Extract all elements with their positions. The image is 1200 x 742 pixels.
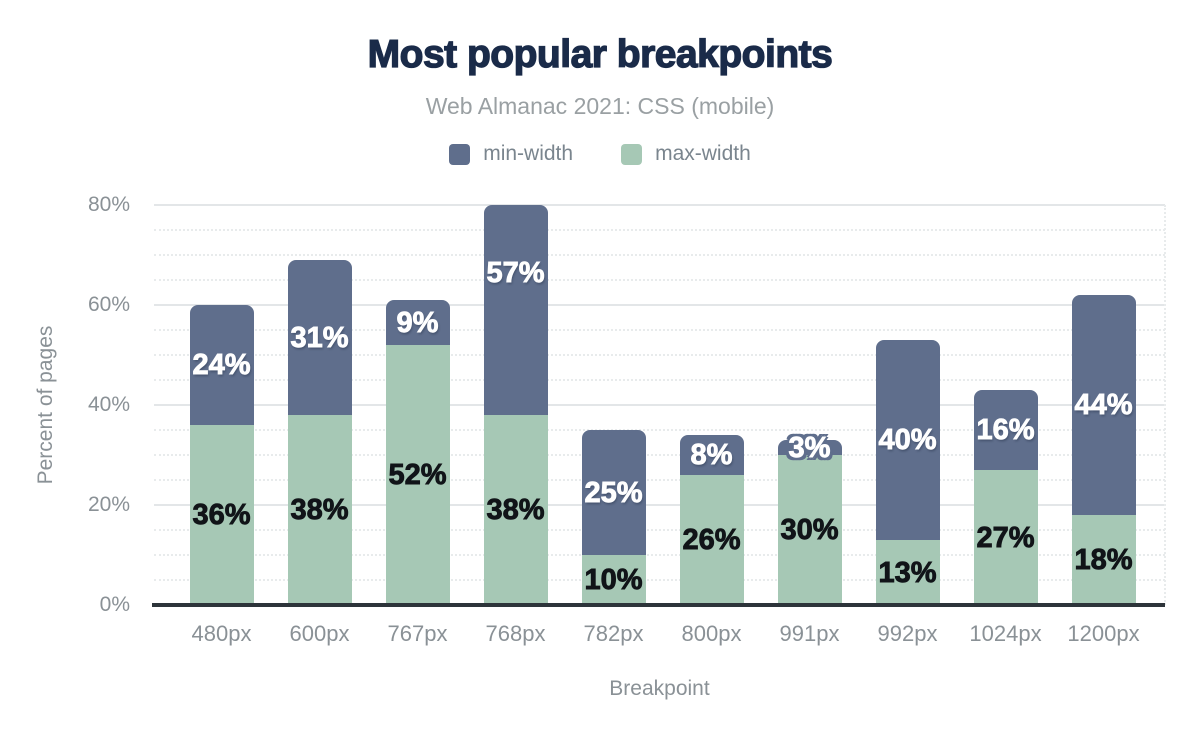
bar-segment-max-width-768px[interactable] [483,415,548,607]
gridline-major [154,504,1165,506]
gridline-major [154,204,1165,206]
x-tick-label-782px: 782px [583,621,644,646]
gridline-major [154,404,1165,406]
plot-right-boundary [1164,205,1166,605]
bar-group-991px [777,205,842,607]
y-tick-label: 60% [87,293,130,316]
x-tick-label-600px: 600px [289,621,350,646]
gridline-minor [154,579,1165,581]
bar-segment-min-width-782px[interactable] [581,430,646,555]
x-tick-label-480px: 480px [191,621,252,646]
bar-segment-max-width-1200px[interactable] [1071,515,1136,607]
bar-segment-min-width-1200px[interactable] [1071,295,1136,515]
gridline-minor [154,329,1165,331]
bar-segment-min-width-767px[interactable] [385,300,450,345]
gridline-minor [154,279,1165,281]
x-tick-label-992px: 992px [877,621,938,646]
bar-segment-min-width-800px[interactable] [679,435,744,475]
bar-segment-min-width-991px[interactable] [777,440,842,455]
legend-label-min-width: min-width [483,142,574,165]
x-tick-label-767px: 767px [387,621,448,646]
bar-segment-max-width-991px[interactable] [777,455,842,607]
x-tick-label-800px: 800px [681,621,742,646]
bar-segment-max-width-480px[interactable] [189,425,254,607]
bar-group-1200px [1071,205,1136,607]
x-tick-label-991px: 991px [779,621,840,646]
bar-segment-min-width-600px[interactable] [287,260,352,415]
x-tick-label-768px: 768px [485,621,546,646]
gridline-minor [154,529,1165,531]
x-axis-title: Breakpoint [609,677,710,700]
bar-group-992px [875,205,940,607]
y-tick-label: 80% [87,193,130,216]
bar-group-800px [679,205,744,607]
bar-segment-max-width-600px[interactable] [287,415,352,607]
legend-label-max-width: max-width [655,142,751,165]
gridline-minor [154,479,1165,481]
bar-group-768px [483,205,548,607]
y-tick-label: 20% [87,493,130,516]
bar-segment-max-width-992px[interactable] [875,540,940,607]
bar-segment-min-width-480px[interactable] [189,305,254,425]
bar-segment-max-width-782px[interactable] [581,555,646,607]
bar-segment-min-width-768px[interactable] [483,205,548,415]
legend-item-max-width[interactable]: max-width [621,142,751,166]
gridline-minor [154,454,1165,456]
bar-segment-min-width-992px[interactable] [875,340,940,540]
bar-group-480px [189,205,254,607]
gridline-major [154,304,1165,306]
legend-swatch-max-width-icon [621,143,643,165]
legend: min-width max-width [0,141,1200,167]
gridline-minor [154,229,1165,231]
gridline-minor [154,554,1165,556]
bar-segment-max-width-1024px[interactable] [973,470,1038,607]
bar-segment-min-width-1024px[interactable] [973,390,1038,470]
y-tick-label: 0% [99,593,130,616]
gridline-minor [154,254,1165,256]
x-axis-line [152,603,1165,607]
y-tick-label: 40% [87,393,130,416]
x-tick-label-1024px: 1024px [969,621,1042,646]
gridline-minor [154,379,1165,381]
x-tick-label-1200px: 1200px [1067,621,1140,646]
chart-title: Most popular breakpoints [367,32,834,76]
legend-swatch-min-width-icon [449,143,471,165]
chart-subtitle: Web Almanac 2021: CSS (mobile) [425,93,775,119]
bar-group-767px [385,205,450,607]
bar-group-600px [287,205,352,607]
gridline-minor [154,354,1165,356]
bar-segment-max-width-800px[interactable] [679,475,744,607]
gridline-minor [154,429,1165,431]
bar-group-782px [581,205,646,607]
bar-segment-max-width-767px[interactable] [385,345,450,607]
legend-item-min-width[interactable]: min-width [449,142,573,166]
bar-group-1024px [973,205,1038,607]
